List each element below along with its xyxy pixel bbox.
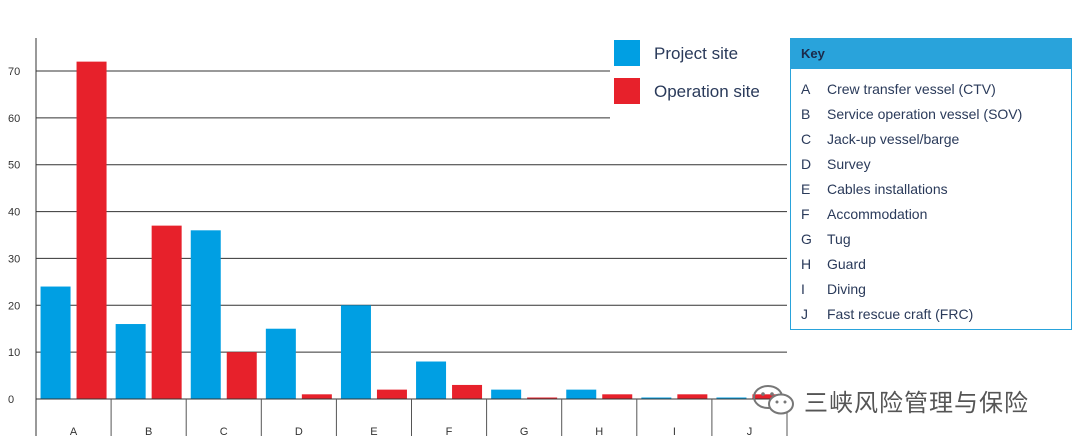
key-item: E Cables installations (801, 177, 1071, 202)
legend: Project site Operation site (614, 40, 760, 104)
y-tick-label: 70 (8, 66, 20, 78)
key-item: G Tug (801, 227, 1071, 252)
x-tick-label: G (520, 426, 529, 438)
bar-operation-site-C (226, 352, 257, 399)
key-item: F Accommodation (801, 202, 1071, 227)
key-item: C Jack-up vessel/barge (801, 127, 1071, 152)
key-item-letter: C (801, 131, 812, 147)
bar-operation-site-B (151, 225, 182, 399)
x-tick-label: D (295, 426, 303, 438)
key-item: D Survey (801, 152, 1071, 177)
x-tick-label: A (70, 426, 78, 438)
key-title: Key (791, 39, 1071, 69)
y-tick-label: 40 (8, 207, 20, 219)
y-tick-label: 10 (8, 347, 20, 359)
key-item-letter: H (801, 256, 812, 272)
y-axis-ticks: 0 10 20 30 40 50 60 70 (8, 66, 20, 406)
bar-project-site-J (716, 397, 747, 399)
x-tick-label: J (747, 426, 753, 438)
key-item-letter: F (801, 206, 810, 222)
key-item-label: Cables installations (827, 181, 948, 197)
key-item-letter: I (801, 281, 805, 297)
key-list: A Crew transfer vessel (CTV) B Service oper… (791, 69, 1071, 327)
key-box: Key A Crew transfer vessel (CTV) B Service … (790, 38, 1072, 330)
key-item-letter: G (801, 231, 812, 247)
y-tick-label: 0 (8, 394, 14, 406)
x-tick-label: E (370, 426, 377, 438)
key-item: A Crew transfer vessel (CTV) (801, 77, 1071, 102)
bar-project-site-D (265, 328, 296, 399)
bar-project-site-G (491, 389, 522, 399)
y-tick-label: 30 (8, 253, 20, 265)
bar-operation-site-J (752, 394, 783, 399)
bar-operation-site-A (76, 61, 107, 399)
key-item: J Fast rescue craft (FRC) (801, 302, 1071, 327)
key-item-letter: D (801, 156, 812, 172)
bar-project-site-B (115, 324, 146, 399)
key-item-label: Jack-up vessel/barge (827, 131, 960, 147)
legend-swatch (614, 40, 640, 66)
y-tick-label: 50 (8, 160, 20, 172)
x-tick-label: I (673, 426, 676, 438)
key-item-label: Guard (827, 256, 866, 272)
key-item-label: Tug (827, 231, 851, 247)
key-item-letter: A (801, 81, 811, 97)
key-item: I Diving (801, 277, 1071, 302)
bars (40, 61, 783, 399)
x-axis: A B C D E F G H I J (36, 398, 788, 438)
legend-label: Project site (654, 44, 738, 63)
key-item: B Service operation vessel (SOV) (801, 102, 1071, 127)
x-tick-label: B (145, 426, 152, 438)
watermark: 三峡风险管理与保险 (752, 380, 1029, 420)
x-tick-label: C (220, 426, 228, 438)
bar-operation-site-I (677, 394, 708, 399)
bar-project-site-A (40, 286, 71, 399)
bar-operation-site-E (376, 389, 407, 399)
key-item-label: Survey (827, 156, 871, 172)
bar-operation-site-H (602, 394, 633, 399)
y-tick-label: 20 (8, 300, 20, 312)
bar-project-site-E (340, 305, 371, 399)
x-tick-label: H (595, 426, 603, 438)
bar-project-site-F (416, 361, 447, 399)
key-item-label: Fast rescue craft (FRC) (827, 306, 974, 322)
key-item-letter: J (801, 306, 808, 322)
watermark-text: 三峡风险管理与保险 (804, 388, 1029, 417)
bar-operation-site-G (527, 397, 558, 399)
wechat-icon (753, 385, 794, 415)
key-item-label: Accommodation (827, 206, 928, 222)
bar-operation-site-D (301, 394, 332, 399)
key-item-label: Service operation vessel (SOV) (827, 106, 1023, 122)
key-item-letter: E (801, 181, 811, 197)
x-tick-label: F (446, 426, 453, 438)
legend-label: Operation site (654, 82, 760, 101)
key-item-letter: B (801, 106, 811, 122)
bar-project-site-I (641, 397, 672, 399)
key-item-label: Crew transfer vessel (CTV) (827, 81, 996, 97)
legend-swatch (614, 78, 640, 104)
bar-project-site-C (190, 230, 221, 399)
key-item: H Guard (801, 252, 1071, 277)
bar-project-site-H (566, 389, 597, 399)
y-tick-label: 60 (8, 113, 20, 125)
bar-operation-site-F (452, 384, 483, 399)
key-item-label: Diving (827, 281, 866, 297)
